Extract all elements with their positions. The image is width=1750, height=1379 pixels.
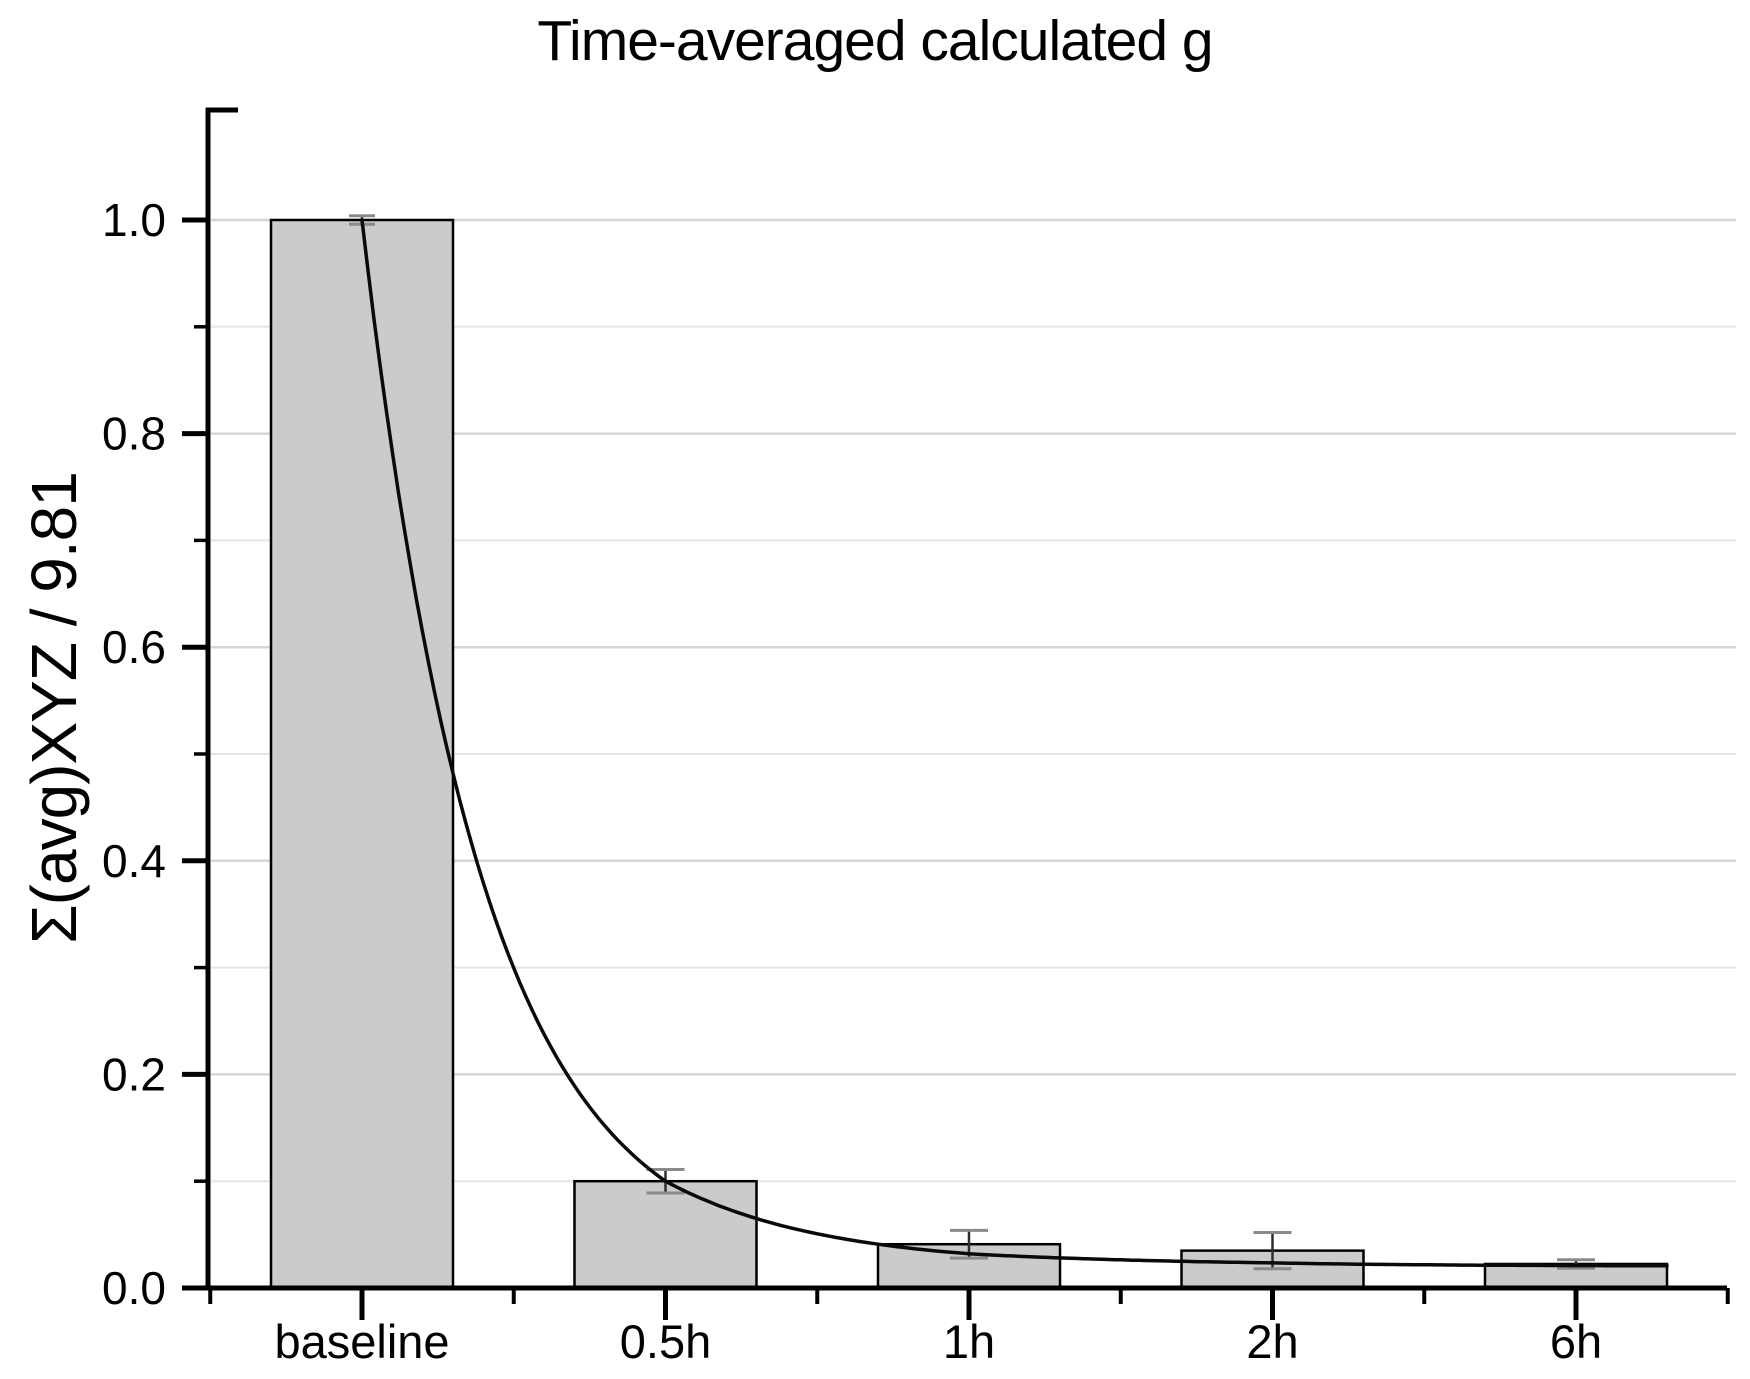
gridlines	[211, 218, 1736, 1183]
bar-0.5h	[573, 1179, 758, 1290]
axis-tick-labels: 0.0 0.2 0.4 0.6 0.8 1.0 baseline 0.5h 1h 2h 6h	[102, 194, 1602, 1368]
y-tick-label: 0.2	[102, 1048, 166, 1100]
exponential-fit-curve	[360, 218, 1669, 1268]
y-tick-label: 0.8	[102, 408, 166, 460]
error-bars	[349, 214, 1595, 1271]
chart-title: Time-averaged calculated g	[537, 9, 1213, 73]
y-tick-label: 0.4	[102, 835, 166, 887]
y-tick-label: 1.0	[102, 194, 166, 246]
fit-curve	[360, 218, 1669, 1268]
x-tick-label: 6h	[1550, 1315, 1602, 1368]
x-tick-label: baseline	[274, 1315, 449, 1368]
axis-ticks	[182, 217, 1730, 1320]
x-tick-label: 1h	[943, 1315, 995, 1368]
bar-baseline	[269, 218, 455, 1290]
y-tick-label: 0.6	[102, 621, 166, 673]
y-axis-title: Σ(avg)XYZ / 9.81	[18, 472, 90, 944]
x-tick-label: 2h	[1246, 1315, 1298, 1368]
x-tick-label: 0.5h	[620, 1315, 711, 1368]
y-tick-label: 0.0	[102, 1262, 166, 1314]
